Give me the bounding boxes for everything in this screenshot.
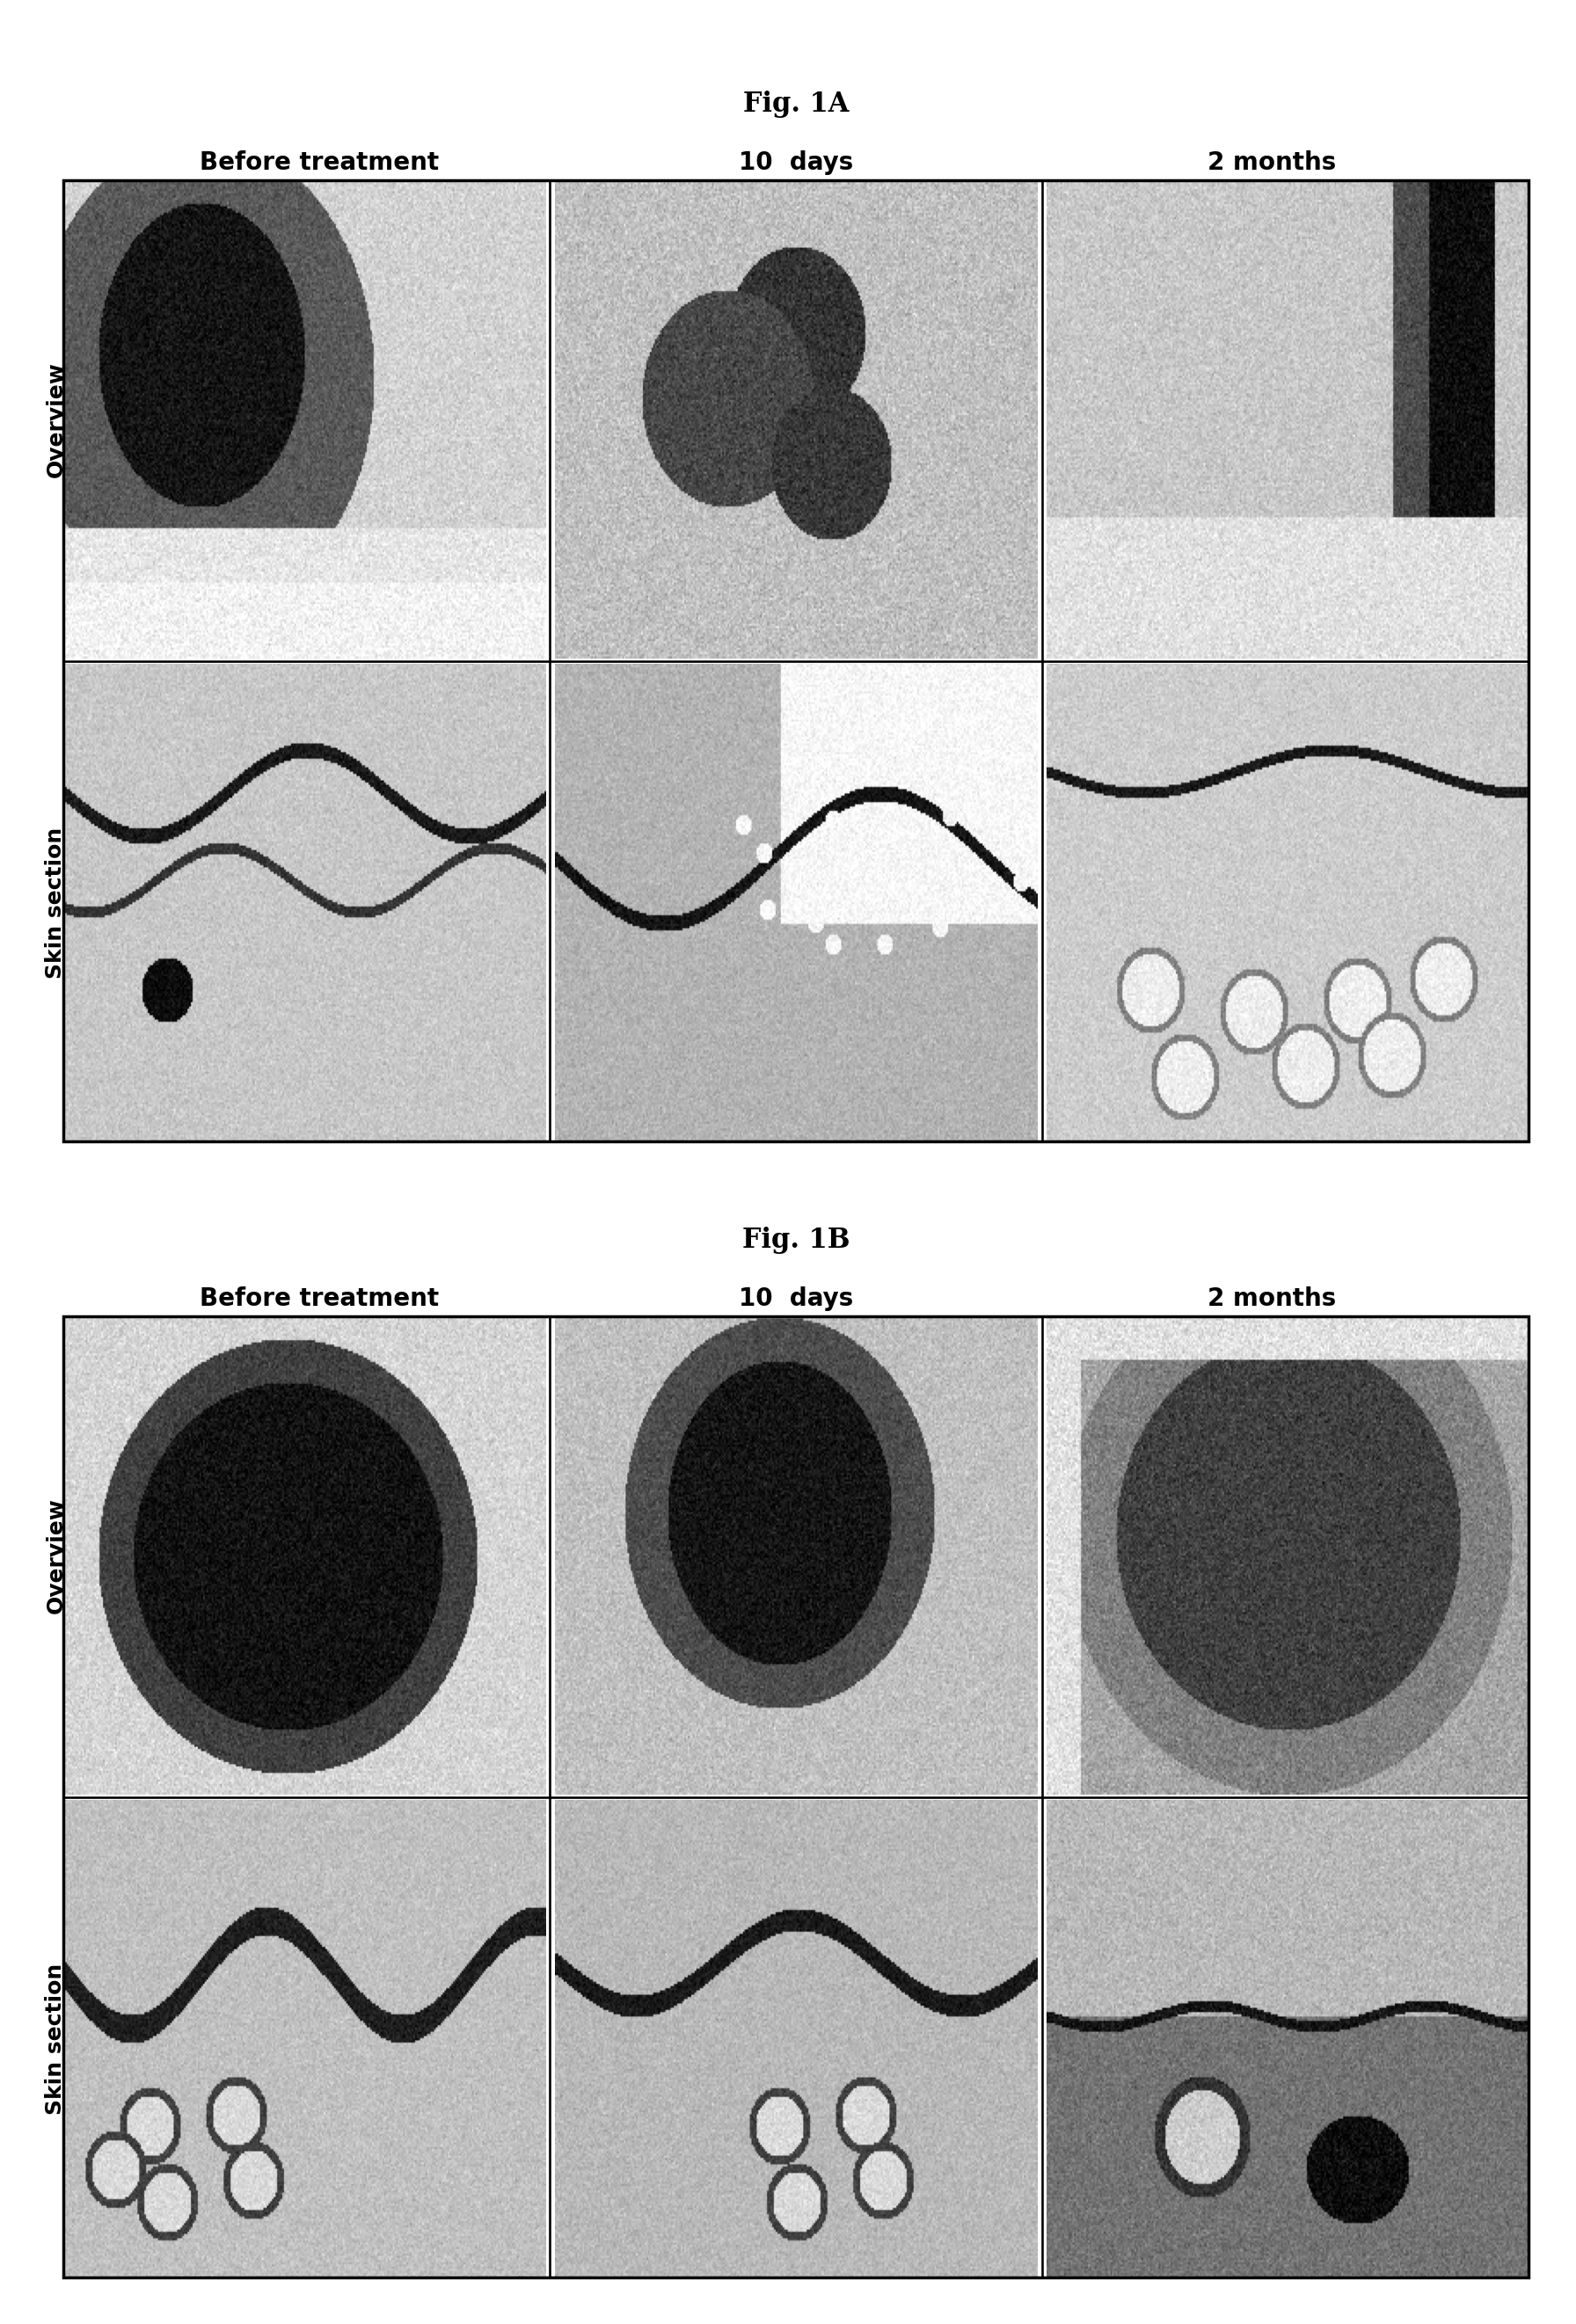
Text: Fig. 1B: Fig. 1B [742, 1227, 849, 1255]
Text: 10  days: 10 days [739, 151, 853, 174]
Y-axis label: Overview: Overview [46, 1497, 66, 1613]
Y-axis label: Skin section: Skin section [46, 827, 66, 978]
Y-axis label: Skin section: Skin section [46, 1964, 66, 2115]
Y-axis label: Overview: Overview [46, 363, 66, 476]
Text: 10  days: 10 days [739, 1285, 853, 1311]
Text: Before treatment: Before treatment [200, 1285, 440, 1311]
Text: Fig. 1A: Fig. 1A [742, 91, 849, 119]
Text: 2 months: 2 months [1207, 151, 1336, 174]
Text: Before treatment: Before treatment [200, 151, 440, 174]
Text: 2 months: 2 months [1207, 1285, 1336, 1311]
